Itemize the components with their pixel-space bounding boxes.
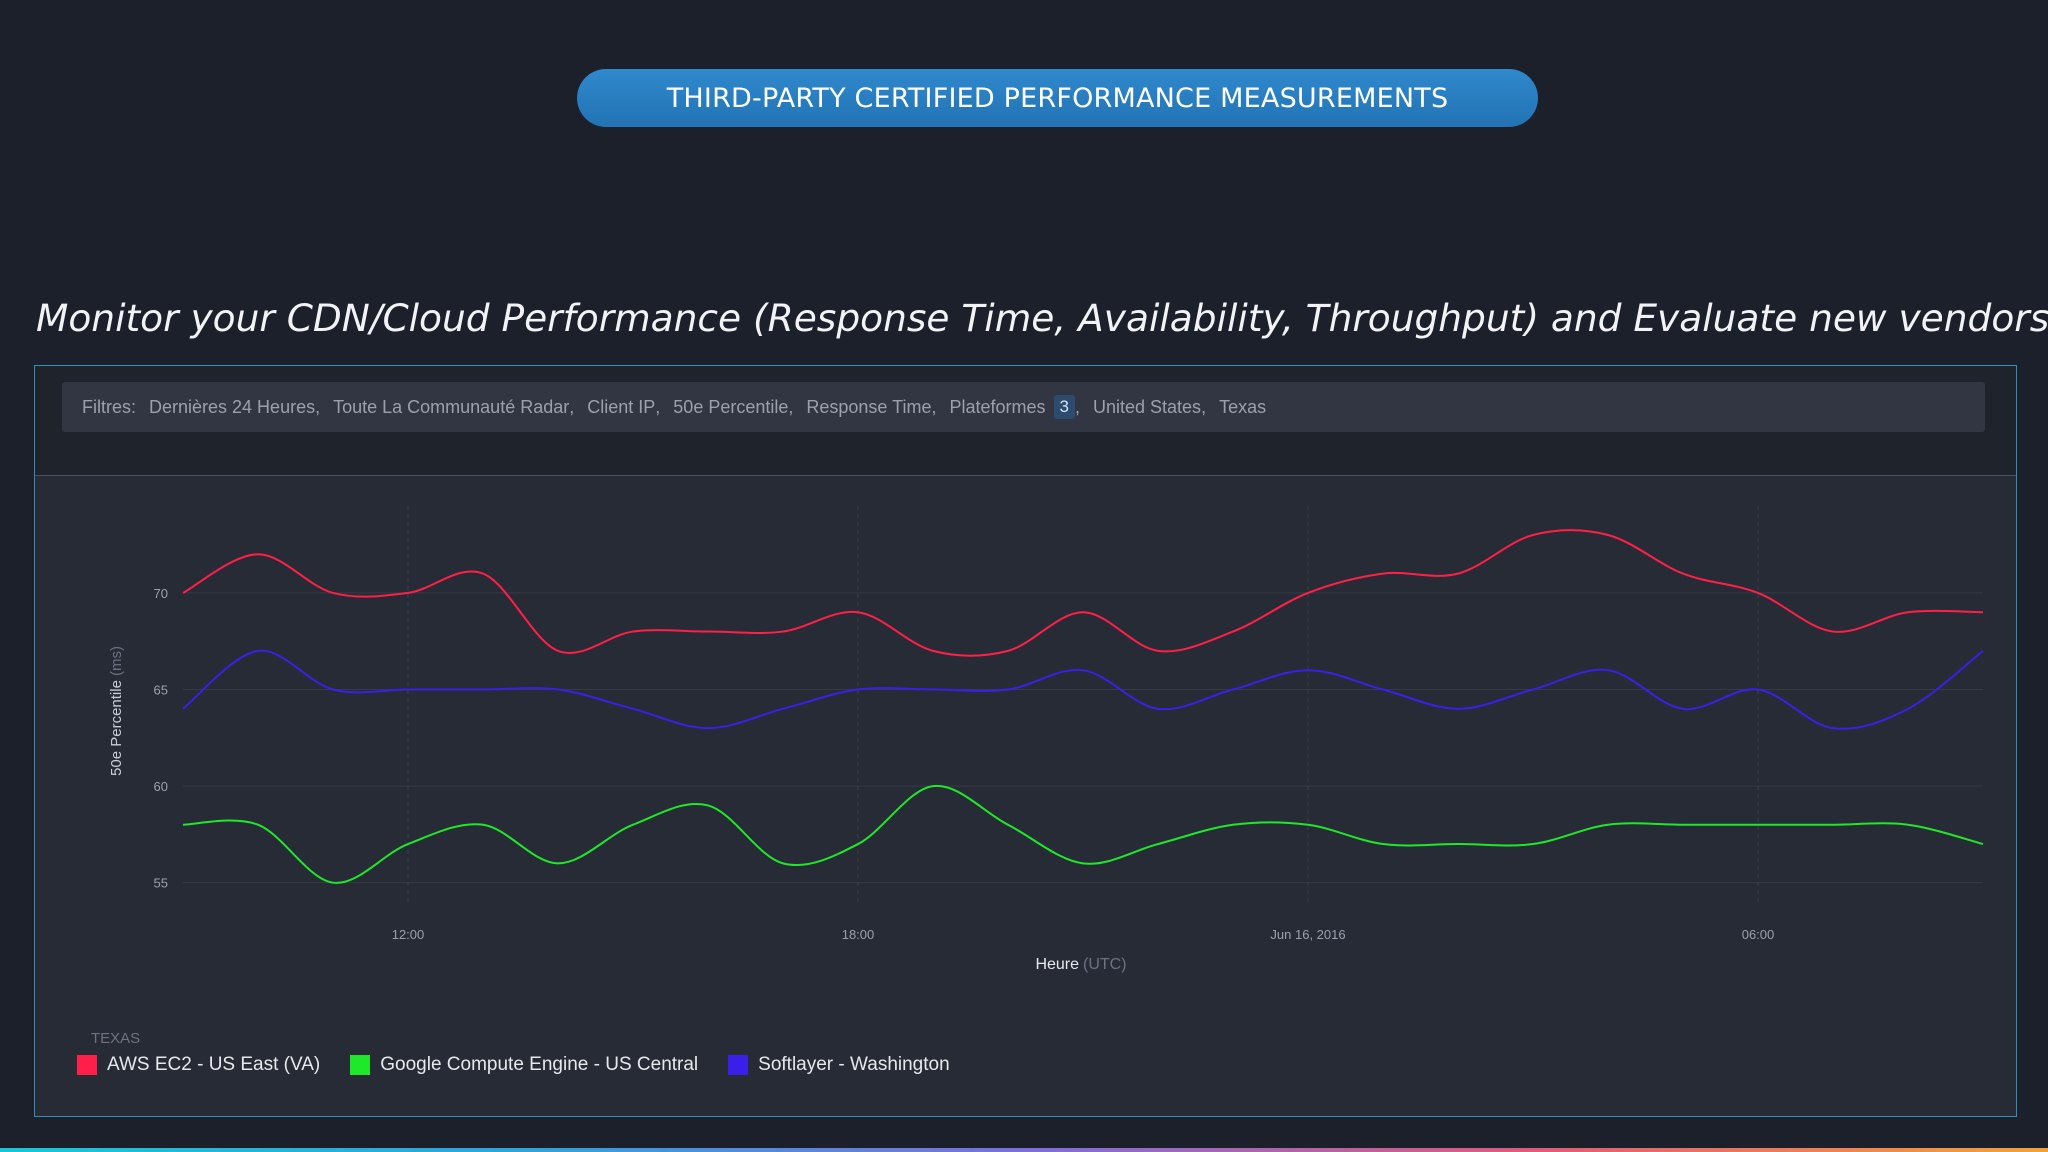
legend-item[interactable]: Softlayer - Washington: [728, 1054, 950, 1076]
x-axis-title: Heure: [1035, 956, 1079, 973]
y-axis-unit: (ms): [108, 646, 125, 676]
series-line-0: [182, 529, 1984, 657]
filter-area: Filtres: Dernières 24 Heures, Toute La C…: [35, 366, 2016, 476]
y-axis-title: 50e Percentile: [108, 680, 125, 776]
legend-swatch: [350, 1055, 371, 1075]
filter-chip[interactable]: Texas: [1219, 396, 1267, 417]
x-tick-label: 18:00: [842, 927, 875, 942]
chart-panel: Filtres: Dernières 24 Heures, Toute La C…: [34, 365, 2017, 1117]
x-axis-label: Heure (UTC): [1035, 956, 1126, 973]
x-axis-unit: (UTC): [1083, 956, 1127, 973]
filter-chip[interactable]: United States: [1093, 396, 1202, 417]
legend-title: TEXAS: [91, 1030, 141, 1047]
filter-chip[interactable]: Response Time: [806, 396, 932, 417]
filter-chip[interactable]: Toute La Communauté Radar: [333, 396, 570, 417]
series-line-2: [182, 649, 1984, 730]
filter-chip[interactable]: 50e Percentile: [673, 396, 789, 417]
x-tick-label: Jun 16, 2016: [1270, 927, 1345, 942]
legend-swatch: [728, 1055, 749, 1075]
legend: AWS EC2 - US East (VA) Google Compute En…: [77, 1054, 980, 1076]
x-tick-label: 12:00: [392, 927, 425, 942]
platform-count-badge: 3: [1053, 395, 1075, 419]
x-tick-label: 06:00: [1742, 927, 1775, 942]
y-tick-label: 65: [154, 683, 168, 698]
series-line-1: [182, 785, 1984, 884]
legend-item[interactable]: AWS EC2 - US East (VA): [77, 1054, 320, 1076]
line-chart: 55 60 65 70 12:00 18:00 Jun 16, 2016 06:00 50e …: [108, 506, 1984, 973]
grid-layer: [183, 506, 1983, 902]
page-heading: Monitor your CDN/Cloud Performance (Resp…: [36, 296, 2048, 340]
legend-item[interactable]: Google Compute Engine - US Central: [350, 1054, 698, 1076]
filter-label: Filtres:: [82, 396, 136, 417]
y-tick-label: 70: [154, 586, 168, 601]
y-axis-label: 50e Percentile (ms): [108, 646, 125, 776]
y-tick-label: 60: [154, 779, 168, 794]
series-layer: [182, 529, 1984, 884]
legend-label: AWS EC2 - US East (VA): [107, 1054, 321, 1075]
legend-label: Google Compute Engine - US Central: [380, 1054, 699, 1075]
y-tick-label: 55: [154, 876, 168, 891]
bottom-accent-stripe: [0, 1148, 2048, 1152]
filter-chip[interactable]: Client IP: [587, 396, 656, 417]
filter-bar[interactable]: Filtres: Dernières 24 Heures, Toute La C…: [62, 382, 1985, 432]
tick-layer: 55 60 65 70 12:00 18:00 Jun 16, 2016 06:00: [154, 586, 1775, 942]
filter-chip[interactable]: Dernières 24 Heures: [149, 396, 316, 417]
legend-swatch: [77, 1055, 97, 1075]
legend-label: Softlayer - Washington: [758, 1054, 950, 1075]
filter-chip-platforms[interactable]: Plateformes: [949, 396, 1046, 417]
title-banner: THIRD-PARTY CERTIFIED PERFORMANCE MEASUR…: [577, 69, 1538, 127]
